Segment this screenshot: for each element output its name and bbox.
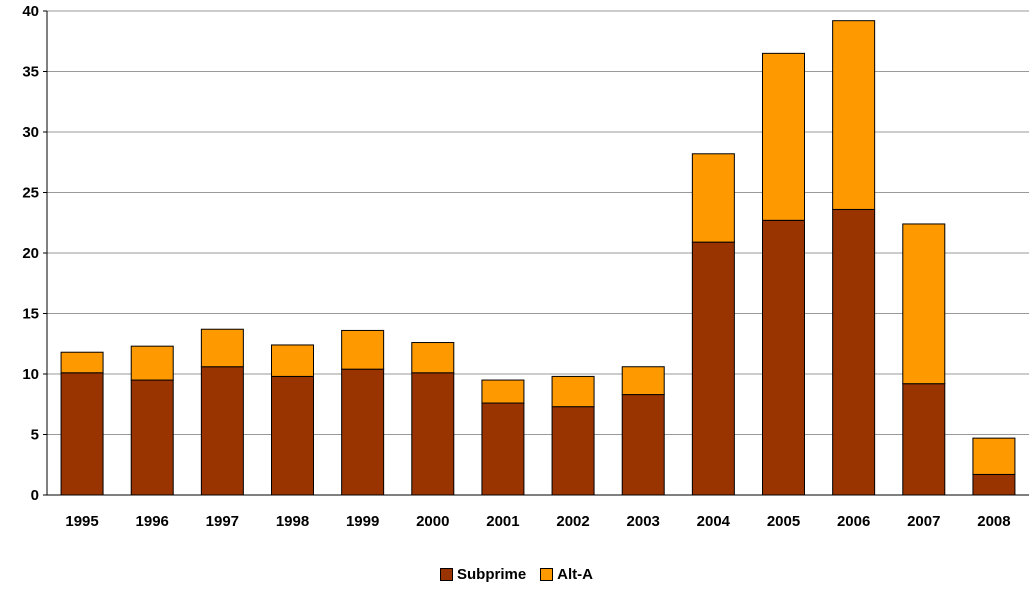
bar-alt-a-2001: [481, 379, 525, 404]
axes: [43, 10, 1029, 496]
x-tick-label: 2004: [697, 513, 731, 530]
y-tick-label: 5: [31, 427, 39, 444]
legend-item-subprime: Subprime: [439, 566, 527, 583]
y-tick-labels: 0 5 10 15 20 25 30 35 40: [22, 3, 39, 504]
bar-subprime-2001: [481, 402, 525, 496]
bar-alt-a-1996: [130, 345, 174, 381]
bar-subprime-2000: [411, 372, 455, 496]
legend-item-alt-a: Alt-A: [540, 566, 593, 583]
x-tick-label: 1997: [206, 513, 239, 530]
bar-subprime-1998: [271, 375, 314, 496]
stacked-bar-chart: 0 5 10 15 20 25 30 35 40 1995 1996 1997 1998 1999 200…: [22, 3, 1029, 530]
legend-label: Alt-A: [557, 566, 593, 583]
bar-subprime-2005: [762, 219, 805, 496]
x-tick-label: 2006: [837, 513, 870, 530]
y-tick-label: 25: [22, 185, 39, 202]
bar-subprime-1995: [60, 372, 104, 496]
legend-swatch: [540, 568, 554, 581]
bar-alt-a-2004: [691, 153, 735, 243]
bar-subprime-1996: [130, 379, 174, 496]
bar-subprime-2006: [832, 208, 876, 496]
bar-alt-a-1997: [200, 328, 244, 368]
bar-subprime-2008: [972, 473, 1016, 496]
legend-swatch: [439, 568, 453, 581]
bar-alt-a-1995: [60, 351, 104, 374]
x-tick-label: 2002: [556, 513, 589, 530]
y-tick-label: 35: [22, 64, 39, 81]
bar-alt-a-2007: [902, 223, 946, 385]
y-tick-label: 40: [22, 3, 39, 20]
bar-alt-a-2000: [411, 342, 455, 374]
bar-subprime-2003: [621, 394, 665, 496]
bar-subprime-2002: [551, 406, 595, 496]
bar-alt-a-1999: [341, 329, 385, 370]
y-tick-label: 10: [22, 366, 39, 383]
x-tick-labels: 1995 1996 1997 1998 1999 2000 2001 2002 2003 2004…: [65, 513, 1010, 530]
y-tick-label: 0: [31, 487, 39, 504]
bar-alt-a-2008: [972, 437, 1016, 475]
bar-subprime-1999: [341, 368, 385, 496]
bar-alt-a-2002: [551, 375, 595, 408]
gridlines: [47, 10, 1029, 435]
legend-label: Subprime: [456, 566, 527, 583]
bar-subprime-2007: [902, 383, 946, 496]
y-tick-label: 30: [22, 124, 39, 141]
x-tick-label: 2003: [627, 513, 660, 530]
x-tick-label: 2008: [977, 513, 1010, 530]
bar-alt-a-2003: [621, 366, 665, 396]
bar-alt-a-1998: [271, 344, 314, 377]
y-tick-label: 15: [22, 306, 39, 323]
x-tick-label: 1996: [136, 513, 169, 530]
x-tick-label: 1999: [346, 513, 379, 530]
y-tick-label: 20: [22, 245, 39, 262]
x-tick-label: 2007: [907, 513, 940, 530]
bar-alt-a-2005: [762, 52, 805, 221]
legend: Subprime Alt-A: [0, 566, 1033, 583]
bar-subprime-1997: [200, 366, 244, 496]
x-tick-label: 1998: [276, 513, 309, 530]
x-tick-label: 2001: [486, 513, 519, 530]
bar-alt-a-2006: [832, 20, 876, 210]
x-tick-label: 2005: [767, 513, 800, 530]
bars: [60, 20, 1016, 496]
x-tick-label: 1995: [65, 513, 98, 530]
bar-subprime-2004: [691, 241, 735, 496]
x-tick-label: 2000: [416, 513, 449, 530]
